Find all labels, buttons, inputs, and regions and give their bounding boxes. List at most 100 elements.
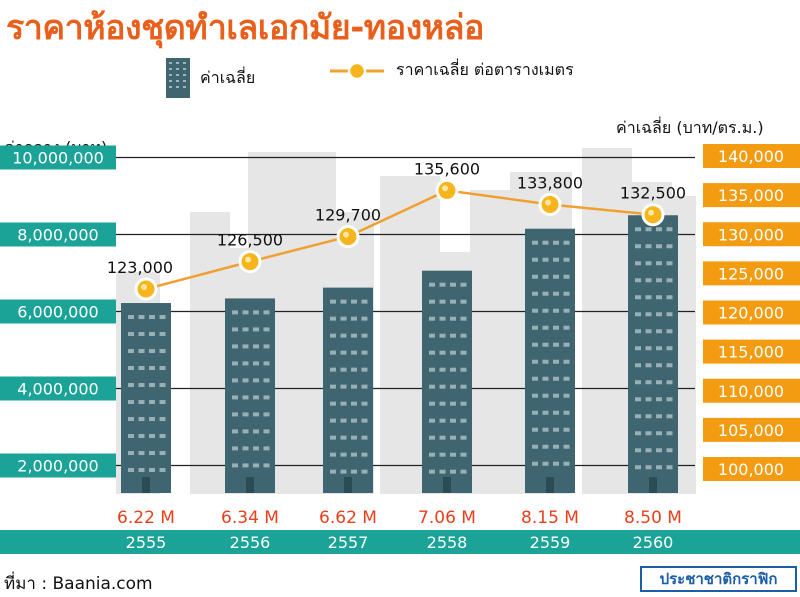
bar-window [340,418,347,423]
x-tick-label: 2555 [126,533,167,552]
bar-window [656,363,662,368]
bar-window [460,418,467,423]
bar-window [666,414,673,419]
bar-window [242,395,249,400]
bar-window [460,367,467,372]
bar-window [351,418,357,423]
bar-window [340,452,347,457]
line-data-label: 133,800 [517,174,583,193]
right-tick-label: 135,000 [718,186,784,205]
line-point-highlight [648,209,654,216]
bar-window [635,448,641,453]
left-tick-label: 2,000,000 [17,457,98,476]
bar-window [656,295,662,300]
bar-window [635,431,641,436]
right-tick-label: 115,000 [718,343,784,362]
bar-window [361,316,368,321]
bar-window [542,291,549,296]
x-tick-label: 2557 [328,533,369,552]
bar-window [532,393,538,398]
x-tick-label: 2559 [530,533,571,552]
bar-window [666,397,673,402]
right-tick-label: 105,000 [718,421,784,440]
bar-window [645,312,652,317]
bar-window [656,465,662,470]
bar-window [460,469,467,474]
bar-window [553,461,559,466]
bar-value-label: 7.06 M [418,508,476,528]
bar-window [656,244,662,249]
bar-window [666,295,673,300]
bar-group [121,303,171,493]
bar-window [635,312,641,317]
bar-window [340,435,347,440]
bar-window [149,468,155,473]
bar-window [429,367,435,372]
bar-window [542,427,549,432]
bar-window [666,363,673,368]
bar-window [645,227,652,232]
bar-window [563,342,570,347]
bar-window [159,315,166,320]
bar-window [563,410,570,415]
bar-window [532,461,538,466]
bar [121,303,171,493]
bar-window [439,418,446,423]
bar-window [159,366,166,371]
bar-window [645,397,652,402]
bar-window [542,274,549,279]
bar-window [532,240,538,245]
bar-window [351,299,357,304]
bar-window [128,315,134,320]
bar-window [656,227,662,232]
bar-window [149,451,155,456]
right-tick-label: 110,000 [718,382,784,401]
left-tick-label: 6,000,000 [17,303,98,322]
brand-badge: ประชาชาติกราฟิก [640,566,797,592]
bar-window [159,400,166,405]
left-axis-band [0,376,116,401]
bar-window [635,363,641,368]
bar-window [263,412,270,417]
bar-window [361,469,368,474]
bar-window [656,397,662,402]
bar-window [429,299,435,304]
bar-window [553,376,559,381]
bar-window [563,308,570,313]
bar-window [361,333,368,338]
bar-window [532,410,538,415]
bar-window [330,367,336,372]
bar-window [563,461,570,466]
bar-window [128,451,134,456]
background-buildings [116,148,696,494]
bar-window [635,397,641,402]
bar-window [460,384,467,389]
bar-window [242,310,249,315]
bar-window [656,261,662,266]
x-tick-label: 2556 [230,533,271,552]
bar-window [138,315,145,320]
bar-window [553,359,559,364]
right-axis-band [703,300,800,325]
bar-window [532,342,538,347]
bar-window [351,401,357,406]
bar-window [242,412,249,417]
bar-window [242,378,249,383]
right-axis-band [703,378,800,403]
bar-window [128,349,134,354]
bar-group [323,287,373,493]
bar-window [666,431,673,436]
x-tick-label: 2560 [633,533,674,552]
bar-window [138,468,145,473]
bar-window [263,344,270,349]
bar-window [330,299,336,304]
legend-line: ราคาเฉลี่ย ต่อตารางเมตร [328,58,574,83]
bar-window [645,363,652,368]
bar-window [542,325,549,330]
left-axis-band [0,453,116,478]
right-tick-label: 100,000 [718,460,784,479]
bar-window [232,378,238,383]
bar-window [330,452,336,457]
bar-window [429,469,435,474]
bar-window [542,342,549,347]
